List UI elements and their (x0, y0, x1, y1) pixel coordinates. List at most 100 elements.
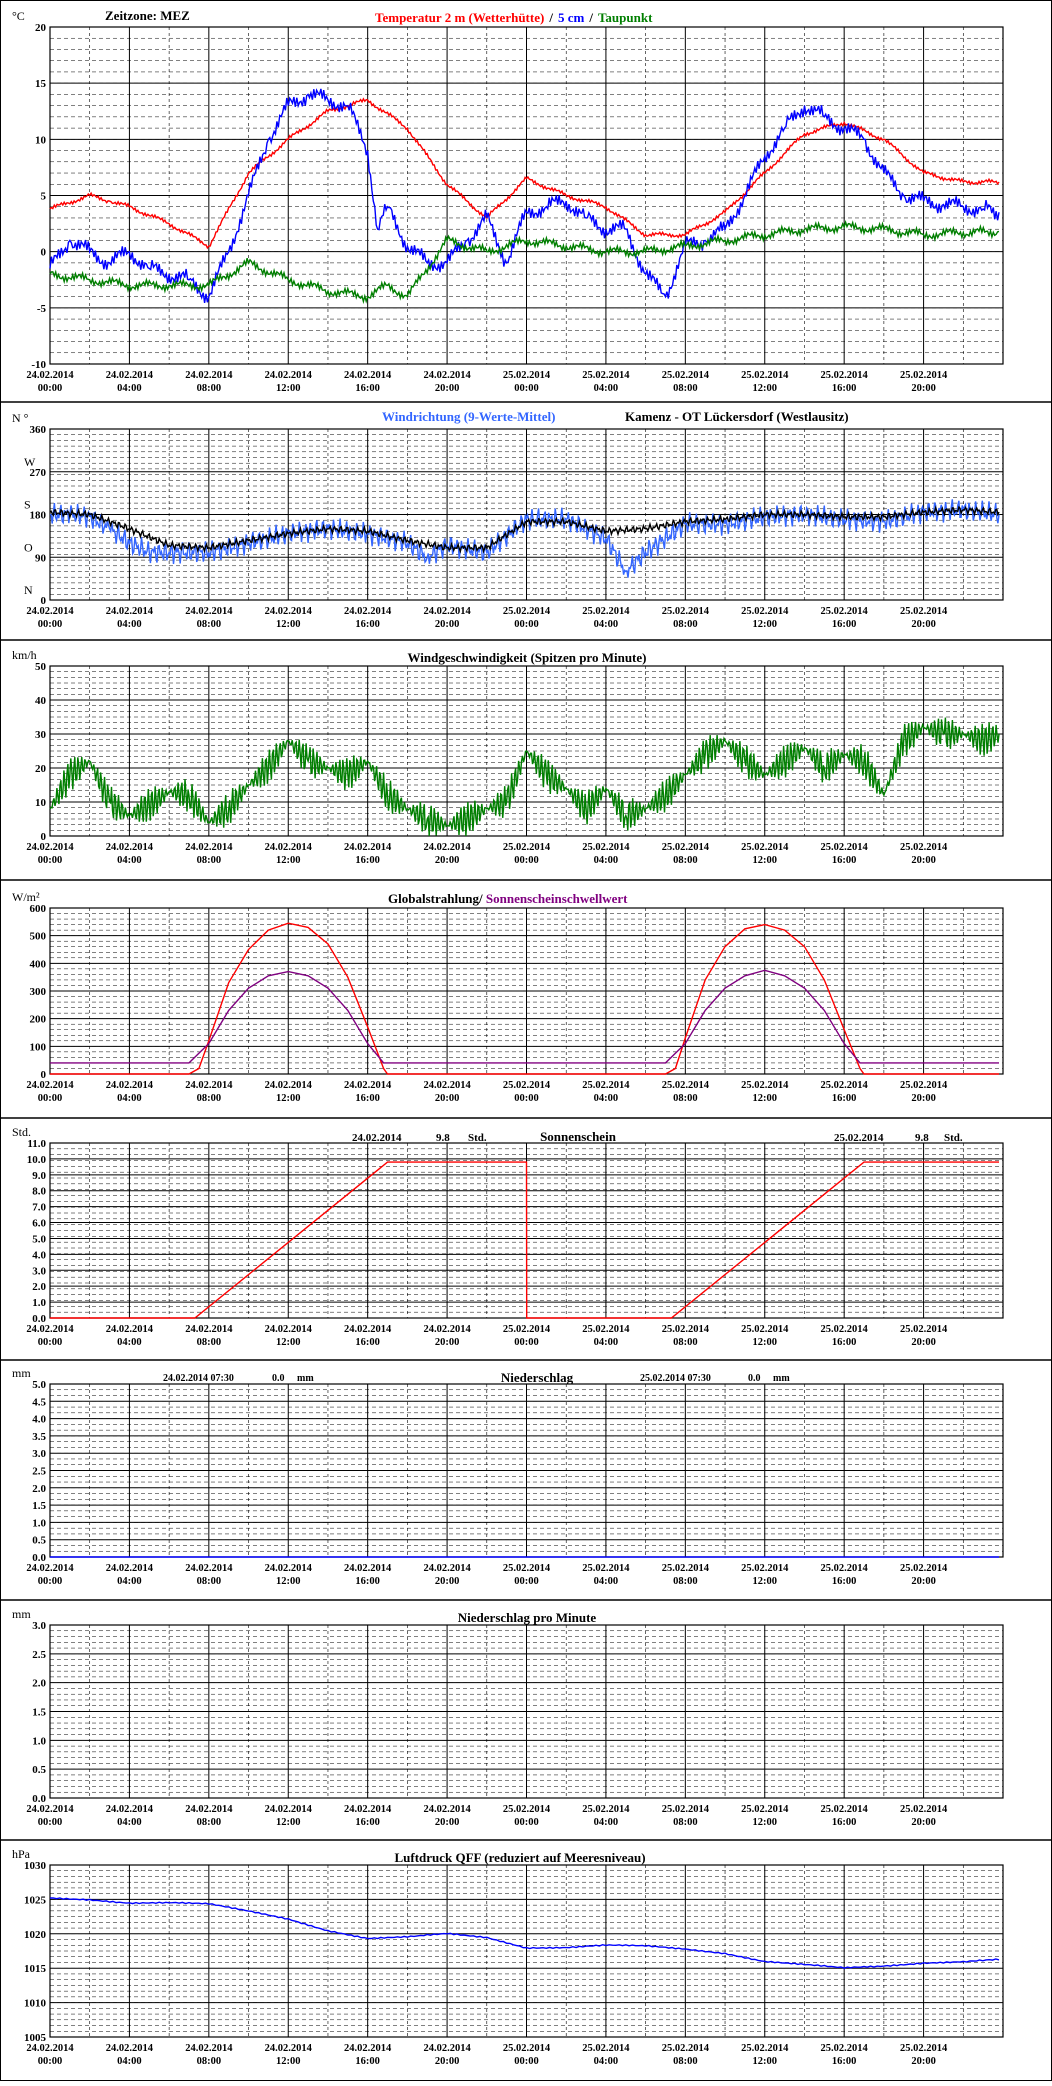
x-tick-date: 24.02.2014 (26, 606, 74, 617)
x-tick-date: 24.02.2014 (423, 1563, 471, 1574)
x-tick-time: 16:00 (832, 855, 857, 866)
series-line (50, 1897, 1000, 1969)
x-tick-time: 20:00 (911, 1093, 936, 1104)
x-tick-time: 08:00 (197, 855, 222, 866)
series-line (50, 969, 999, 1064)
x-tick-date: 25.02.2014 (741, 1324, 789, 1335)
x-tick-date: 25.02.2014 (582, 1804, 630, 1815)
title-part-dew: Taupunkt (598, 10, 653, 25)
series-line (49, 219, 1000, 305)
y-tick-label: 5 (41, 191, 47, 203)
y-tick-label: 3.5 (32, 1431, 46, 1443)
y-tick-label: 7.0 (32, 1202, 46, 1214)
title-sep: / (588, 10, 593, 25)
x-tick-date: 25.02.2014 (741, 370, 789, 381)
x-tick-date: 24.02.2014 (26, 2043, 74, 2054)
unit-label: mm (12, 1366, 31, 1380)
series-line (49, 717, 1000, 837)
y-tick-label: 50 (35, 661, 47, 673)
panel-5: 0.0 0.5 1.0 1.5 2.0 2.5 3.0 3.5 4.0 4.5 5.0 24.02.2… (0, 1366, 1052, 1601)
y-tick-label: 0 (41, 595, 47, 607)
wind-dir-title: Windrichtung (9-Werte-Mittel) (382, 409, 555, 424)
x-tick-date: 24.02.2014 (26, 1324, 74, 1335)
y-tick-label: 2.0 (32, 1678, 46, 1690)
title-part-threshold: Sonnenscheinschwellwert (486, 891, 628, 906)
y-tick-label: 2.0 (32, 1281, 46, 1293)
x-tick-time: 20:00 (435, 1576, 460, 1587)
y-tick-label: 0.0 (32, 1313, 46, 1325)
x-tick-date: 25.02.2014 (741, 842, 789, 853)
x-tick-time: 04:00 (117, 1576, 142, 1587)
x-tick-time: 16:00 (355, 1817, 380, 1828)
x-tick-time: 12:00 (753, 1093, 778, 1104)
y-tick-label: 9.0 (32, 1170, 46, 1182)
x-tick-date: 24.02.2014 (423, 370, 471, 381)
timezone-label: Zeitzone: MEZ (105, 8, 190, 23)
x-tick-time: 04:00 (594, 619, 619, 630)
y-tick-label: 15 (35, 78, 47, 90)
x-tick-time: 08:00 (197, 619, 222, 630)
y-tick-label: 10 (35, 134, 47, 146)
x-tick-date: 24.02.2014 (265, 1080, 313, 1091)
x-tick-date: 25.02.2014 (821, 606, 869, 617)
y-tick-label: 20 (35, 763, 47, 775)
x-tick-time: 12:00 (753, 619, 778, 630)
y-tick-label: 3.0 (32, 1265, 46, 1277)
x-tick-date: 24.02.2014 (185, 1080, 233, 1091)
series-line (49, 88, 1000, 304)
x-tick-date: 25.02.2014 (821, 370, 869, 381)
x-tick-date: 25.02.2014 (821, 1324, 869, 1335)
y-tick-label: -10 (31, 359, 46, 371)
x-tick-date: 24.02.2014 (265, 1563, 313, 1574)
x-tick-time: 08:00 (673, 1576, 698, 1587)
x-tick-date: 25.02.2014 (900, 842, 948, 853)
x-tick-time: 08:00 (197, 1337, 222, 1348)
x-tick-time: 04:00 (117, 2056, 142, 2067)
y-tick-label: 1.0 (32, 1735, 46, 1747)
x-tick-time: 00:00 (38, 619, 63, 630)
x-tick-date: 24.02.2014 (185, 1324, 233, 1335)
x-tick-date: 24.02.2014 (106, 1804, 154, 1815)
x-tick-date: 25.02.2014 (821, 1080, 869, 1091)
y-tick-label: 3.0 (32, 1620, 46, 1632)
y-tick-label: 30 (35, 729, 47, 741)
x-tick-date: 25.02.2014 (503, 1804, 551, 1815)
y-tick-label: 0.5 (32, 1764, 46, 1776)
x-tick-date: 24.02.2014 (423, 842, 471, 853)
x-tick-time: 12:00 (753, 855, 778, 866)
x-tick-date: 25.02.2014 (900, 370, 948, 381)
x-tick-time: 20:00 (435, 1093, 460, 1104)
y-tick-label: 2.0 (32, 1483, 46, 1495)
x-tick-time: 00:00 (514, 619, 539, 630)
unit-label: Std. (12, 1125, 31, 1139)
x-tick-time: 00:00 (514, 383, 539, 394)
x-tick-date: 24.02.2014 (423, 1804, 471, 1815)
x-tick-date: 25.02.2014 (503, 2043, 551, 2054)
y-tick-label: 500 (30, 931, 47, 943)
y-tick-label: 4.0 (32, 1414, 46, 1426)
x-tick-date: 25.02.2014 (900, 1563, 948, 1574)
x-tick-date: 25.02.2014 (900, 1324, 948, 1335)
title-sep: / (548, 10, 553, 25)
x-tick-date: 25.02.2014 (503, 370, 551, 381)
y-tick-label: 2.5 (32, 1649, 46, 1661)
x-tick-date: 25.02.2014 (741, 1080, 789, 1091)
precip-day2-unit: mm (773, 1373, 790, 1384)
x-tick-date: 25.02.2014 (741, 2043, 789, 2054)
y-tick-label: 600 (30, 903, 47, 915)
x-tick-date: 24.02.2014 (185, 606, 233, 617)
y-tick-label: 0 (41, 831, 47, 843)
y-tick-label: 1005 (24, 2032, 47, 2044)
sunshine-day2-value: 9.8 (915, 1132, 929, 1144)
panel-2: 0 10 20 30 40 50 24.02.2014 00:00 24.02.2014 04:0… (0, 648, 1052, 881)
x-tick-date: 25.02.2014 (582, 370, 630, 381)
x-tick-date: 24.02.2014 (423, 606, 471, 617)
x-tick-date: 24.02.2014 (265, 1324, 313, 1335)
panel-0: -10 -5 0 5 10 15 20 24.02.2014 00:00 24.02.2014 04… (0, 8, 1052, 403)
x-tick-date: 25.02.2014 (662, 1080, 710, 1091)
y-tick-label: 1015 (24, 1963, 47, 1975)
x-tick-date: 24.02.2014 (106, 842, 154, 853)
x-tick-time: 00:00 (514, 1337, 539, 1348)
x-tick-date: 25.02.2014 (503, 1080, 551, 1091)
